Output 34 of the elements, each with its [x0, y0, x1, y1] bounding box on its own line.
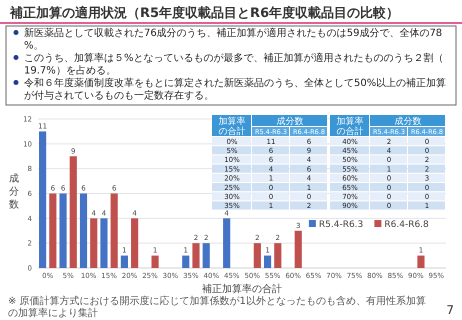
bar: [39, 131, 46, 268]
bar: [223, 218, 230, 268]
annotation: 加算率の合計: [218, 116, 246, 137]
bar: [80, 194, 88, 268]
text: 成分数: [9, 174, 19, 210]
text: 令和６年度薬価制度改革をもとに算定された新医薬品のうち、全体として50%以上の補正加算が付与されているものも一定数存在する。: [24, 77, 446, 102]
bar: [49, 194, 56, 268]
bar: [90, 218, 98, 268]
bar: [70, 156, 77, 268]
y-axis-title: 成分数: [276, 116, 304, 127]
text: 7: [446, 303, 454, 317]
chart-title: 補正加算の適用状況（R5年度収載品目とR6年度収載品目の比較）: [9, 5, 400, 21]
annotation: 成分数: [394, 116, 422, 127]
bar: [274, 243, 282, 268]
bar: [264, 256, 272, 268]
bar: [100, 218, 108, 268]
bar: [152, 256, 159, 268]
bar: [202, 243, 210, 268]
text: ※ 原価計算方式における開示度に応じて加算係数が1以外となったものも含め、有用性系加算の加算率により集計: [8, 295, 426, 319]
bar: [182, 256, 190, 268]
bar: [110, 194, 118, 268]
legend-label: R5.4-R6.3: [318, 220, 364, 230]
text: 加算率の合計: [336, 117, 364, 137]
bar: [120, 256, 128, 268]
bar: [417, 256, 425, 268]
legend-label: R6.4-R6.8: [384, 220, 430, 230]
bar: [59, 194, 67, 268]
bar: [131, 218, 138, 268]
text: 新医薬品として収載された76成分のうち、補正加算が適用されたものは59成分で、全体の78%。: [24, 27, 442, 52]
x-axis-title: 補正加算率の合計: [202, 283, 282, 295]
bar: [294, 230, 302, 268]
bar: [254, 243, 261, 268]
text: このうち、加算率は５%となっているものが最多で、補正加算が適用されたもののうち２割（19.7%）を占める。: [24, 52, 444, 76]
bar: [192, 243, 200, 268]
